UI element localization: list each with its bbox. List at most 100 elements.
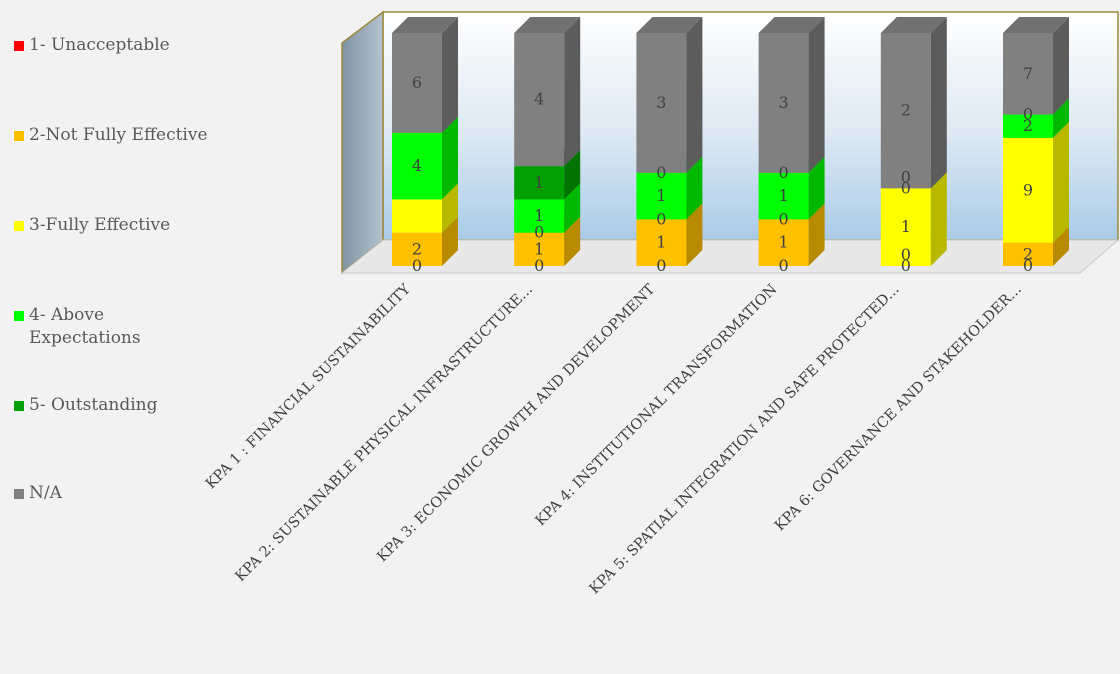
legend-swatch [14,401,24,411]
bar-side [564,183,581,233]
bar-side [442,116,458,200]
data-label: 6 [412,73,422,92]
data-label: 2 [1023,116,1033,135]
legend-label: N/A [29,483,62,503]
legend-swatch [14,489,24,499]
legend-swatch [14,311,24,321]
category-tick-label: KPA 4: INSTITUTIONAL TRANSFORMATION [533,281,781,529]
bar-front [636,172,687,220]
bar-front [636,33,687,173]
data-label: 0 [412,256,422,275]
bar-front [1003,242,1053,266]
bar-top [514,17,581,33]
legend-item: 5- Outstanding [14,394,229,417]
bar-front [392,199,442,233]
bar-segment [1003,121,1069,243]
bar-side [564,17,581,167]
bar-side [1053,226,1069,266]
legend-swatch [14,221,24,231]
data-label: 1 [534,239,544,258]
bar-side [686,156,703,220]
bar-top [392,17,458,33]
bar-front [392,132,442,200]
bar-side [808,156,825,220]
data-label: 4 [412,156,422,175]
data-label: 4 [534,90,544,109]
bar-top [1003,17,1069,33]
data-label: 9 [1023,180,1033,199]
data-label: 0 [534,223,544,242]
legend-item: N/A [14,482,229,505]
bar-front [636,219,687,266]
bar-segment [636,17,703,173]
bar-front [1003,114,1053,138]
data-label: 0 [779,209,789,228]
bar-segment [758,17,825,173]
bar-segment [514,17,581,167]
bar-side [930,172,947,266]
bar-front [880,33,931,189]
data-label: 1 [779,233,789,252]
bar-stack [880,17,947,266]
bar-side [564,150,581,200]
data-label: 0 [901,245,911,264]
data-label: 3 [779,93,789,112]
bar-front [392,232,442,266]
data-label: 0 [779,163,789,182]
legend-label: 1- Unacceptable [29,35,170,55]
bar-side [1053,98,1069,138]
data-label: 7 [1023,64,1033,83]
bar-side [930,17,947,189]
bar-front [514,166,565,200]
legend-label: 3-Fully Effective [29,215,171,235]
data-label: 1 [656,233,666,252]
bar-segment [392,17,458,133]
data-label: 2 [901,101,911,120]
bar-side [686,203,703,266]
data-label: 0 [901,167,911,186]
bar-front [514,199,565,233]
data-label: 0 [901,178,911,197]
bar-stack [758,17,825,266]
bar-segment [392,116,458,200]
side-wall [341,10,384,275]
data-label: 2 [412,239,422,258]
bar-front [758,33,809,173]
bar-stack [514,17,581,266]
legend-label: 2-Not Fully Effective [29,125,208,145]
data-label: 0 [534,256,544,275]
legend-label: 4- Above Expectations [29,305,141,348]
bar-side [564,216,581,266]
bar-stack [1003,17,1069,266]
bar-side [442,216,458,266]
category-tick-label: KPA 1 : FINANCIAL SUSTAINABILITY [203,281,414,492]
bar-side [686,17,703,173]
category-tick-label: KPA 3: ECONOMIC GROWTH AND DEVELOPMENT [374,281,658,565]
bar-stack [636,17,703,266]
legend-item: 1- Unacceptable [14,34,229,57]
data-label: 1 [534,206,544,225]
data-label: 0 [901,256,911,275]
data-label: 0 [656,256,666,275]
legend-item: 2-Not Fully Effective [14,124,229,147]
bar-front [880,188,931,266]
bar-front [758,219,809,266]
bar-top [758,17,825,33]
legend-label: 5- Outstanding [29,395,158,415]
bar-side [442,17,458,133]
bar-side [1053,121,1069,243]
data-label: 3 [656,93,666,112]
bar-front [1003,33,1053,115]
data-label: 0 [779,256,789,275]
category-tick-label: KPA 6: GOVERNANCE AND STAKEHOLDER... [772,282,1025,535]
bar-top [636,17,703,33]
bar-front [514,33,565,167]
bar-side [808,203,825,266]
legend-item: 3-Fully Effective [14,214,229,237]
bar-front [1003,137,1053,243]
data-label: 0 [1023,105,1033,124]
data-label: 0 [656,163,666,182]
data-label: 1 [901,217,911,236]
